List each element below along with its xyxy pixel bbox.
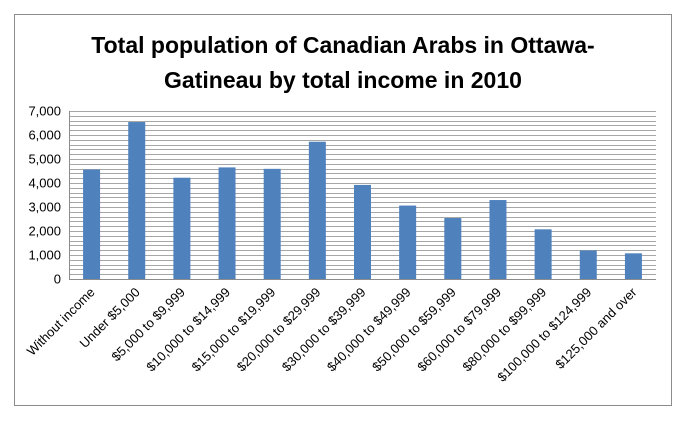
bar [354,184,371,279]
chart-title-line-1: Total population of Canadian Arabs in Ot… [91,32,595,58]
x-tick-label: $50,000 to $59,999 [369,285,459,375]
x-tick-label: $125,000 and over [552,284,640,372]
x-tick-label: $10,000 to $14,999 [143,285,233,375]
bar [534,229,552,279]
x-tick-label: $15,000 to $19,999 [188,285,278,375]
y-tick-label: 5,000 [28,152,61,167]
bar [263,168,281,279]
y-tick-label: 6,000 [28,128,61,143]
x-tick-label: $60,000 to $79,999 [414,285,504,375]
y-tick-label: 7,000 [28,104,61,119]
chart-title: Total population of Canadian Arabs in Ot… [14,28,672,98]
x-tick-label: $20,000 to $29,999 [234,285,324,375]
bar [579,250,597,279]
bar [128,122,146,279]
bar [399,205,417,279]
x-tick-label: $40,000 to $49,999 [324,285,414,375]
bar [444,218,462,279]
y-tick-label: 2,000 [28,224,61,239]
bar [218,167,236,279]
y-tick-label: 1,000 [28,248,61,263]
x-tick-label: $30,000 to $39,999 [279,285,369,375]
x-tick-label: $80,000 to $99,999 [459,285,549,375]
chart-title-line-2: Gatineau by total income in 2010 [164,67,522,93]
y-tick-label: 4,000 [28,176,61,191]
bar [489,200,507,279]
bar [83,169,101,279]
bar [308,141,326,279]
y-tick-label: 3,000 [28,200,61,215]
chart-frame [14,14,672,406]
y-tick-label: 0 [54,272,61,287]
bar [624,253,642,279]
bar [173,177,191,279]
